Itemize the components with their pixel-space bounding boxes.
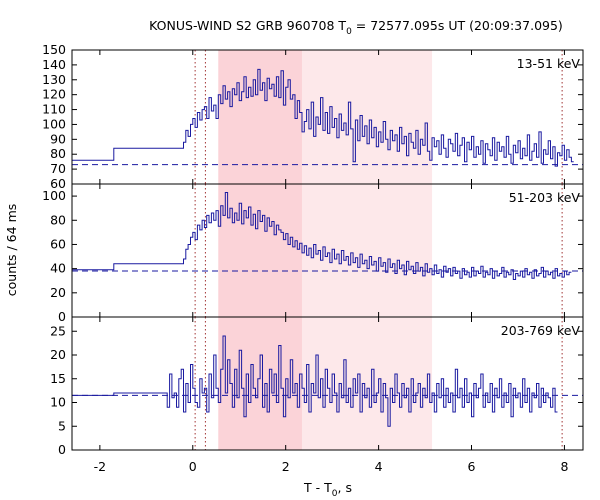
y-axis-label: counts / 64 ms (4, 204, 19, 297)
chart-title: KONUS-WIND S2 GRB 960708 T0 = 72577.095s… (149, 18, 563, 37)
panel-3: 0 5 10 15 20 25 -2 0 2 4 6 8 203-769 keV (50, 316, 584, 474)
y-tick-label: 25 (50, 323, 66, 338)
y-tick-label: 140 (42, 57, 66, 72)
x-tick-label: 8 (560, 459, 568, 474)
energy-band-label: 13-51 keV (517, 56, 581, 71)
panel-frame (71, 316, 584, 451)
y-tick-label: 20 (50, 347, 66, 362)
x-tick-label: 2 (282, 459, 290, 474)
y-tick-label: 70 (50, 161, 66, 176)
shaded-interval-2 (218, 184, 302, 317)
y-tick-label: 10 (50, 395, 66, 410)
y-tick-label: 100 (42, 116, 66, 131)
energy-band-label: 51-203 keV (509, 190, 581, 205)
x-tick-label: 0 (189, 459, 197, 474)
y-tick-label: 5 (58, 418, 66, 433)
y-tick-label: 120 (42, 87, 66, 102)
energy-band-label: 203-769 keV (501, 323, 581, 338)
x-tick-label: 4 (375, 459, 383, 474)
light-curve-series-1 (72, 335, 558, 427)
y-tick-label: 40 (50, 261, 66, 276)
y-tick-label: 150 (42, 42, 66, 57)
y-tick-label: 60 (50, 176, 66, 191)
x-tick-label: -2 (94, 459, 106, 474)
y-tick-label: 130 (42, 72, 66, 87)
y-tick-label: 110 (42, 102, 66, 117)
y-tick-label: 20 (50, 285, 66, 300)
y-tick-label: 0 (58, 309, 66, 324)
panel-2: 0 20 40 60 80 100 51-203 keV (42, 183, 584, 324)
y-tick-label: 100 (42, 188, 66, 203)
y-tick-label: 0 (58, 442, 66, 457)
x-tick-label: 6 (468, 459, 476, 474)
light-curve-series-1 (72, 192, 572, 280)
y-tick-label: 80 (50, 212, 66, 227)
y-tick-label: 90 (50, 131, 66, 146)
y-tick-label: 60 (50, 236, 66, 251)
y-tick-label: 15 (50, 371, 66, 386)
x-axis-label: T - T0, s (303, 480, 352, 499)
y-tick-label: 80 (50, 146, 66, 161)
light-curve-series-1 (72, 68, 574, 167)
